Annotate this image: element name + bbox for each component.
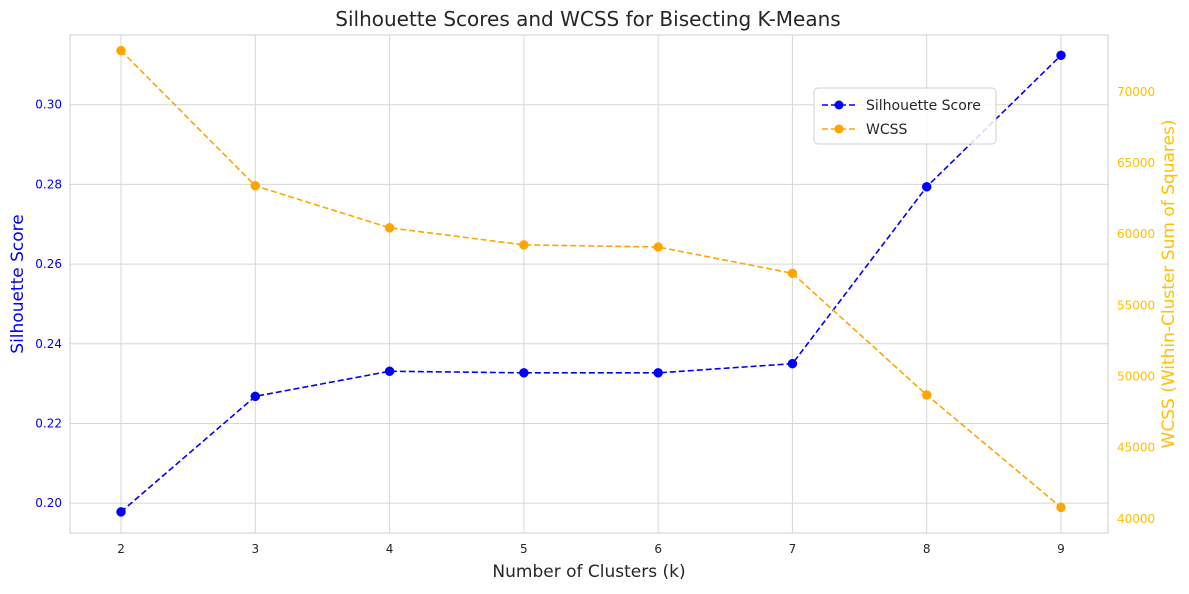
x-tick-label: 9: [1057, 542, 1065, 556]
y2-axis-ticks: 40000 45000 50000 55000 60000 65000 70000: [1117, 85, 1155, 526]
y2-tick-label: 65000: [1117, 156, 1155, 170]
y-tick-label: 0.30: [35, 98, 62, 112]
y2-tick-label: 50000: [1117, 369, 1155, 383]
y-tick-label: 0.26: [35, 257, 62, 271]
y2-tick-label: 55000: [1117, 298, 1155, 312]
plot-frame: [69, 34, 1109, 534]
y-axis-label: Silhouette Score: [8, 214, 28, 353]
data-point-silhouette-score: [384, 366, 395, 376]
x-tick-label: 8: [923, 542, 931, 556]
legend-box: [813, 87, 997, 145]
data-point-wcss: [116, 45, 126, 56]
legend-label-silhouette-score: Silhouette Score: [866, 98, 981, 114]
data-point-silhouette-score: [921, 182, 932, 192]
data-point-wcss: [250, 181, 261, 191]
y2-tick-label: 70000: [1117, 85, 1155, 99]
legend-label-wcss: WCSS: [866, 122, 908, 138]
data-point-wcss: [384, 223, 395, 233]
x-tick-label: 3: [251, 542, 259, 556]
y-axis-ticks: 0.20 0.22 0.24 0.26 0.28 0.30: [35, 98, 62, 510]
y2-tick-label: 60000: [1117, 227, 1155, 241]
series-silhouette-score: [116, 50, 1066, 517]
legend-items: Silhouette Score WCSS: [822, 98, 981, 138]
data-point-wcss: [921, 390, 932, 400]
legend-marker-wcss: [834, 124, 844, 134]
chart-title: Silhouette Scores and WCSS for Bisecting…: [335, 7, 840, 31]
data-point-wcss: [519, 240, 529, 250]
y-tick-label: 0.28: [35, 177, 62, 191]
legend: Silhouette Score WCSS: [813, 87, 997, 145]
x-tick-label: 5: [520, 542, 528, 556]
data-point-silhouette-score: [519, 368, 529, 378]
x-tick-label: 6: [654, 542, 662, 556]
data-point-wcss: [787, 268, 798, 279]
series-line-silhouette-score: [120, 54, 1062, 513]
y-tick-label: 0.22: [35, 416, 62, 430]
x-tick-label: 4: [386, 542, 394, 556]
data-point-silhouette-score: [116, 507, 126, 517]
data-point-silhouette-score: [653, 368, 663, 378]
y-tick-label: 0.24: [35, 337, 62, 351]
series-line-wcss: [120, 50, 1062, 509]
x-axis-ticks: 2 3 4 5 6 7 8 9: [117, 542, 1065, 556]
series-wcss: [116, 45, 1066, 513]
data-point-silhouette-score: [1056, 50, 1066, 61]
data-point-silhouette-score: [787, 358, 798, 369]
y-tick-label: 0.20: [35, 496, 62, 510]
x-axis-label: Number of Clusters (k): [492, 562, 685, 582]
y2-tick-label: 45000: [1117, 441, 1155, 455]
x-tick-label: 2: [117, 542, 125, 556]
y2-tick-label: 40000: [1117, 512, 1155, 526]
y2-axis-label: WCSS (Within-Cluster Sum of Squares): [1159, 120, 1179, 449]
series-layer: [116, 45, 1066, 517]
data-point-wcss: [653, 242, 663, 252]
legend-marker-silhouette-score: [834, 100, 844, 110]
data-point-silhouette-score: [250, 391, 261, 402]
data-point-wcss: [1056, 502, 1066, 513]
x-tick-label: 7: [789, 542, 797, 556]
